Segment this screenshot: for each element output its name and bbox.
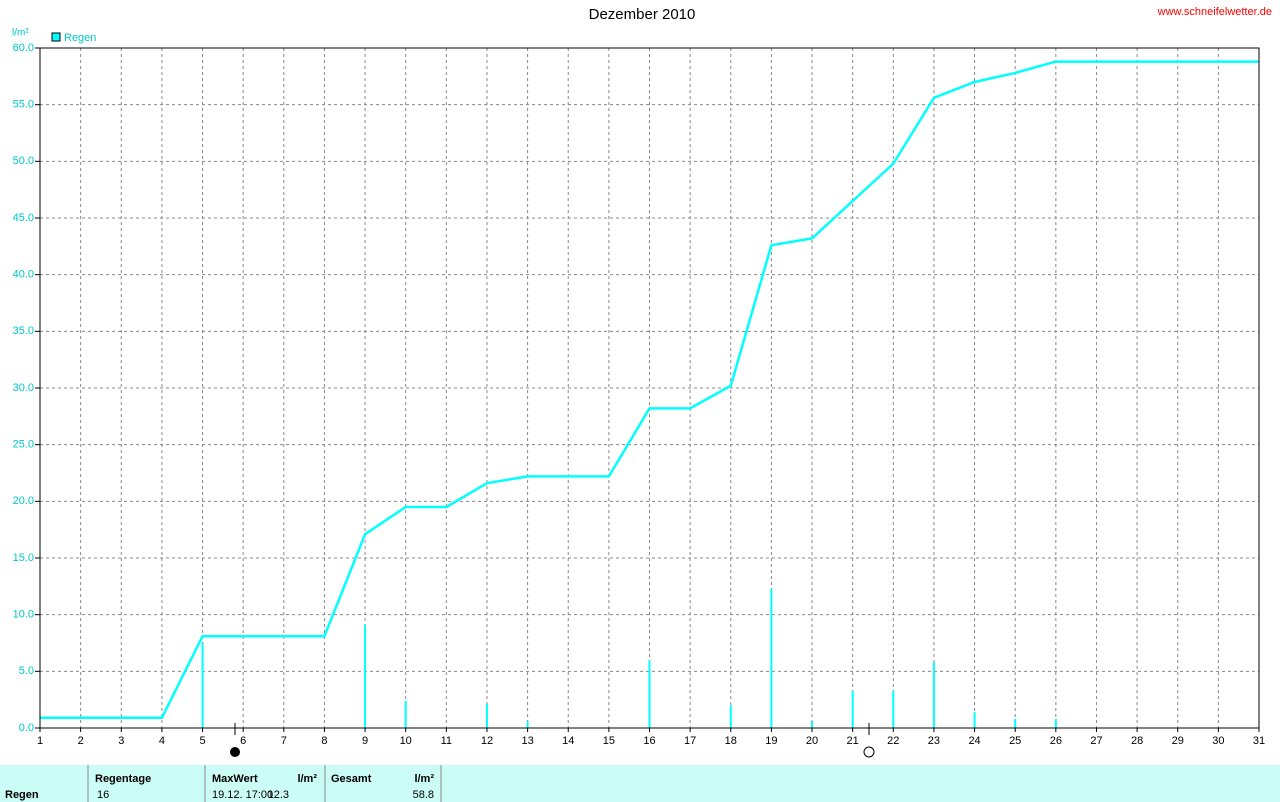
table-cell: 12.3 [268, 789, 289, 801]
chart-title: Dezember 2010 [589, 6, 696, 23]
x-tick-label: 8 [321, 735, 327, 747]
table-header: Regentage [95, 773, 151, 785]
y-tick-label: 35.0 [13, 325, 34, 337]
x-tick-label: 10 [400, 735, 412, 747]
cumulative-line [40, 60, 1259, 720]
x-tick-label: 12 [481, 735, 493, 747]
table-row-label: Regen [5, 789, 39, 801]
x-tick-label: 2 [78, 735, 84, 747]
x-tick-label: 15 [603, 735, 615, 747]
y-tick-label: 60.0 [13, 42, 34, 54]
source: www.schneifelwetter.de [1157, 6, 1272, 18]
x-tick-label: 31 [1253, 735, 1265, 747]
x-tick-label: 22 [887, 735, 899, 747]
x-tick-label: 17 [684, 735, 696, 747]
table-dividers [87, 765, 442, 802]
x-tick-label: 1 [37, 735, 43, 747]
x-tick-label: 4 [159, 735, 165, 747]
new-moon-icon [863, 746, 875, 758]
x-tick-label: 20 [806, 735, 818, 747]
x-tick-label: 29 [1172, 735, 1184, 747]
x-tick-label: 27 [1090, 735, 1102, 747]
table-header: l/m² [297, 773, 317, 785]
x-tick-label: 7 [281, 735, 287, 747]
x-tick-label: 28 [1131, 735, 1143, 747]
y-tick-label: 50.0 [13, 155, 34, 167]
y-tick-label: 0.0 [19, 722, 34, 734]
y-tick-label: 30.0 [13, 382, 34, 394]
legend-label: Regen [64, 32, 96, 44]
x-tick-label: 18 [725, 735, 737, 747]
full-moon-icon [230, 747, 240, 757]
plot-frame [39, 47, 1260, 729]
x-tick-label: 16 [643, 735, 655, 747]
x-tick-label: 14 [562, 735, 574, 747]
y-tick-label: 5.0 [19, 665, 34, 677]
plot-area: 0.0 5.0 10.0 15.0 20.0 25.0 30.0 35.0 40.0 45.0 50… [13, 42, 1266, 747]
y-axis-label: l/m² [12, 28, 29, 39]
x-tick-label: 11 [441, 735, 452, 747]
x-tick-label: 26 [1050, 735, 1062, 747]
x-tick-label: 6 [240, 735, 246, 747]
table-header: Gesamt [331, 773, 372, 785]
x-tick-label: 23 [928, 735, 940, 747]
y-tick-label: 40.0 [13, 269, 34, 281]
x-tick-label: 24 [968, 735, 980, 747]
x-tick-label: 13 [521, 735, 533, 747]
x-tick-label: 19 [765, 735, 777, 747]
x-tick-label: 3 [118, 735, 124, 747]
table-header: MaxWert [212, 773, 258, 785]
y-tick-label: 15.0 [13, 552, 34, 564]
table-cell: 16 [97, 789, 109, 801]
y-tick-label: 45.0 [13, 212, 34, 224]
y-tick-label: 10.0 [13, 609, 34, 621]
table-header: l/m² [414, 773, 434, 785]
x-tick-label: 30 [1212, 735, 1224, 747]
x-tick-label: 25 [1009, 735, 1021, 747]
summary-table [0, 765, 1280, 802]
y-tick-label: 55.0 [13, 99, 34, 111]
legend-swatch [51, 32, 61, 42]
table-cell: 58.8 [413, 789, 434, 801]
table-cell: 19.12. 17:00 [212, 789, 273, 801]
x-tick-label: 21 [847, 735, 859, 747]
y-tick-label: 20.0 [13, 495, 34, 507]
x-tick-label: 9 [362, 735, 368, 747]
x-tick-label: 5 [199, 735, 205, 747]
y-tick-label: 25.0 [13, 439, 34, 451]
